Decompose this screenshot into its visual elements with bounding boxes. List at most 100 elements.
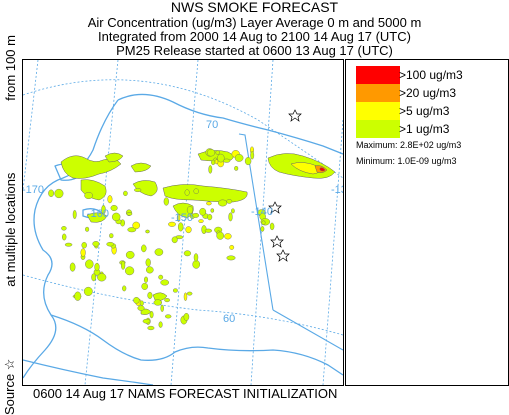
lat-label-60: 60: [223, 313, 235, 325]
legend-label-100: >100 ug/m3: [399, 68, 463, 82]
smoke-dot: [269, 222, 275, 231]
smoke-dot: [81, 241, 87, 249]
smoke-dot: [192, 212, 200, 218]
smoke-dot: [147, 291, 153, 299]
locations-label: at multiple locations: [2, 172, 18, 287]
smoke-dot: [207, 214, 213, 221]
legend-label-5: >5 ug/m3: [399, 104, 450, 118]
smoke-dot: [184, 189, 190, 196]
smoke-dot: [126, 212, 133, 216]
source-markers: [268, 109, 302, 262]
meridian-160: [84, 59, 119, 386]
lon-label-150: -150: [171, 212, 193, 224]
map-canvas: -170 -160 -150 -140 -130 70 60: [22, 59, 353, 386]
alaska-canada-border: [238, 133, 274, 311]
legend-item-100: >100 ug/m3: [356, 66, 501, 84]
lon-label-160: -160: [87, 208, 109, 220]
smoke-dot: [226, 255, 236, 261]
smoke-dot: [139, 300, 144, 306]
smoke-dot: [231, 208, 235, 214]
smoke-dot: [154, 248, 164, 256]
lat-label-70: 70: [206, 119, 218, 131]
smoke-west-1: [60, 155, 122, 179]
smoke-dot: [176, 214, 181, 222]
smoke-dot: [146, 266, 154, 274]
smoke-dot: [172, 288, 178, 293]
smoke-dot: [109, 233, 114, 239]
forecast-initialization: 0600 14 Aug 17 NAMS FORECAST INITIALIZAT…: [33, 386, 338, 401]
smoke-dot: [141, 282, 148, 290]
integration-period: Integrated from 2000 14 Aug to 2100 14 A…: [98, 29, 411, 44]
smoke-dot: [229, 244, 235, 250]
smoke-dot: [183, 292, 188, 301]
lon-label-140: -140: [251, 206, 273, 218]
smoke-dot: [168, 221, 176, 227]
legend-swatch-yellow: [356, 102, 400, 120]
smoke-north-2: [130, 162, 152, 173]
legend-label-1: >1 ug/m3: [399, 122, 450, 136]
smoke-dot: [183, 250, 192, 257]
smoke-dot: [260, 226, 265, 232]
smoke-dot: [206, 201, 212, 206]
smoke-dot: [192, 260, 200, 269]
smoke-dot: [183, 312, 190, 321]
smoke-dot: [85, 226, 90, 232]
lon-label-170: -170: [23, 184, 44, 196]
smoke-dot: [147, 325, 155, 331]
smoke-north-3: [104, 152, 124, 163]
smoke-dot: [244, 157, 252, 166]
smoke-dot: [54, 188, 64, 199]
legend-swatch-red: [356, 66, 400, 84]
smoke-dot: [250, 151, 255, 160]
graticule-labels: -170 -160 -150 -140 -130 70 60: [22, 119, 353, 325]
smoke-dot: [94, 262, 100, 272]
smoke-dot: [62, 233, 67, 241]
forecast-title: NWS SMOKE FORECAST: [170, 0, 339, 15]
smoke-dot: [145, 229, 150, 234]
smoke-dot: [171, 236, 178, 244]
smoke-dot: [143, 276, 148, 283]
smoke-dot: [133, 296, 140, 304]
arctic-coast: [117, 93, 344, 155]
smoke-map: -170 -160 -150 -140 -130 70 60: [22, 59, 353, 386]
smoke-dot: [64, 242, 73, 247]
south-coast: [50, 314, 344, 376]
smoke-dot: [111, 212, 121, 222]
smoke-dot: [228, 212, 233, 222]
smoke-dot: [186, 291, 193, 296]
smoke-dot: [123, 190, 128, 197]
smoke-dot: [204, 228, 213, 233]
smoke-dot: [234, 154, 244, 162]
smoke-dot: [106, 241, 114, 247]
peninsula-coast: [22, 359, 154, 386]
smoke-dot: [69, 262, 76, 272]
concentration-description: Air Concentration (ug/m3) Layer Average …: [87, 15, 422, 30]
smoke-dot: [107, 195, 113, 204]
smoke-dot: [61, 226, 67, 231]
smoke-dot: [137, 305, 145, 311]
smoke-dot: [164, 298, 171, 303]
smoke-dot: [83, 286, 93, 296]
meridian-130: [322, 119, 344, 386]
smoke-west-3: [86, 212, 108, 223]
smoke-east-core: [319, 167, 326, 172]
smoke-dot: [199, 207, 207, 216]
smoke-dot: [142, 318, 151, 324]
smoke-dot: [208, 165, 213, 174]
source-star-2: [276, 249, 290, 262]
legend-swatch-lime: [356, 120, 400, 138]
smoke-dot: [185, 226, 192, 234]
smoke-dot: [198, 219, 204, 223]
smoke-dot: [215, 150, 220, 155]
legend-minimum: Minimum: 1.0E-09 ug/m3: [356, 156, 457, 166]
smoke-dot: [74, 291, 82, 301]
smoke-dot: [134, 187, 142, 192]
smoke-dot: [92, 241, 100, 247]
source-star-3: [288, 109, 302, 122]
smoke-dot: [217, 153, 225, 163]
release-start: PM25 Release started at 0600 13 Aug 17 (…: [116, 43, 393, 58]
smoke-dot: [164, 314, 172, 319]
smoke-dot: [120, 260, 126, 270]
meridian-170: [22, 59, 39, 191]
smoke-dot: [48, 189, 54, 198]
